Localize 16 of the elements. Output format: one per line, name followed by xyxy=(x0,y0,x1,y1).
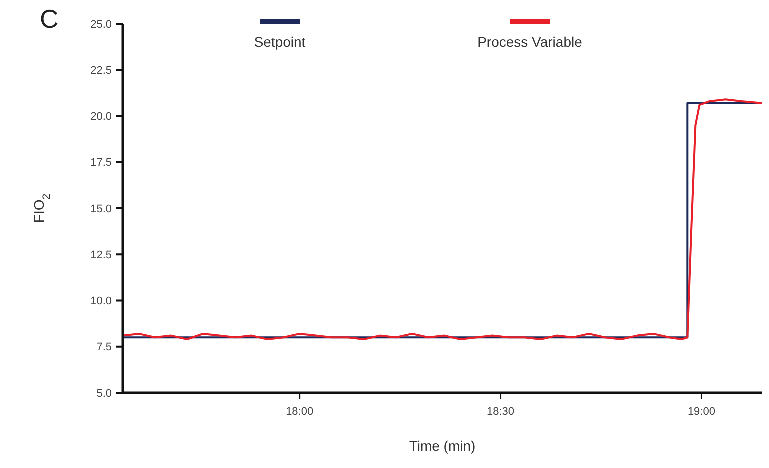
legend-label: Setpoint xyxy=(254,34,306,50)
y-tick-label: 7.5 xyxy=(96,342,112,354)
y-tick-label: 25.0 xyxy=(90,18,112,31)
y-tick-label: 20.0 xyxy=(90,111,112,124)
y-tick-label: 5.0 xyxy=(96,388,112,400)
x-tick-label: 19:00 xyxy=(688,406,716,418)
legend-label: Process Variable xyxy=(478,34,583,50)
y-tick-label: 17.5 xyxy=(90,157,112,170)
x-axis-title: Time (min) xyxy=(409,438,476,454)
y-tick-label: 15.0 xyxy=(90,203,112,216)
y-tick-label: 12.5 xyxy=(90,249,112,262)
x-tick-label: 18:00 xyxy=(286,406,314,418)
text: C xyxy=(40,4,59,34)
x-tick-label: 18:30 xyxy=(487,406,515,418)
y-tick-label: 10.0 xyxy=(90,296,112,308)
y-tick-label: 22.5 xyxy=(90,64,112,77)
